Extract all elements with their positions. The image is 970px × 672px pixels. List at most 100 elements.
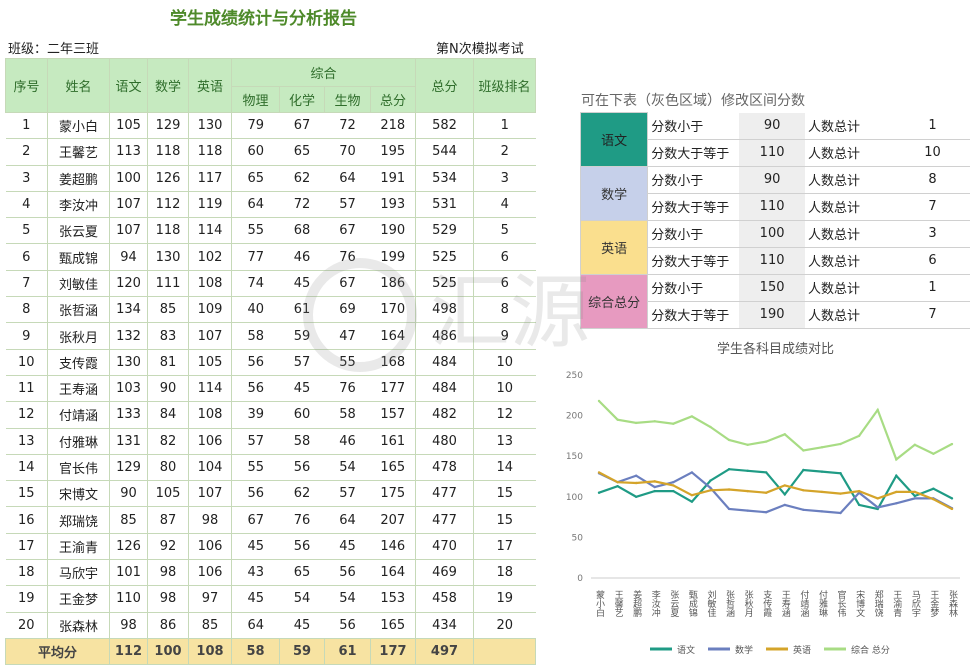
cell-chemistry[interactable]: 45 bbox=[279, 374, 325, 403]
cell-name[interactable]: 付靖涵 bbox=[47, 401, 110, 429]
cell-rank[interactable]: 2 bbox=[473, 138, 536, 166]
cell-rank[interactable]: 18 bbox=[473, 559, 536, 587]
cell-chinese[interactable]: 90 bbox=[109, 480, 148, 508]
cell-chinese[interactable]: 120 bbox=[109, 269, 148, 298]
range-value[interactable]: 90 bbox=[739, 112, 805, 140]
cell-combined-total[interactable]: 207 bbox=[370, 506, 416, 534]
cell-english[interactable]: 85 bbox=[188, 611, 232, 639]
cell-biology[interactable]: 56 bbox=[324, 559, 371, 587]
cell-chinese[interactable]: 107 bbox=[109, 217, 148, 245]
cell-english[interactable]: 107 bbox=[188, 480, 232, 508]
cell-physics[interactable]: 43 bbox=[231, 559, 280, 587]
cell-seq[interactable]: 8 bbox=[5, 296, 48, 324]
cell-biology[interactable]: 57 bbox=[324, 480, 371, 508]
cell-biology[interactable]: 57 bbox=[324, 190, 371, 219]
cell-english[interactable]: 114 bbox=[188, 217, 232, 245]
cell-seq[interactable]: 7 bbox=[5, 269, 48, 298]
cell-physics[interactable]: 74 bbox=[231, 269, 280, 298]
cell-seq[interactable]: 19 bbox=[5, 585, 48, 613]
range-value[interactable]: 190 bbox=[739, 301, 805, 329]
cell-total[interactable]: 480 bbox=[415, 427, 474, 455]
cell-biology[interactable]: 72 bbox=[324, 111, 371, 140]
cell-english[interactable]: 102 bbox=[188, 243, 232, 271]
cell-math[interactable]: 105 bbox=[147, 480, 189, 508]
cell-rank[interactable]: 20 bbox=[473, 611, 536, 639]
cell-total[interactable]: 458 bbox=[415, 585, 474, 613]
cell-chemistry[interactable]: 65 bbox=[279, 138, 325, 166]
avg-total[interactable]: 497 bbox=[415, 637, 474, 665]
cell-biology[interactable]: 64 bbox=[324, 506, 371, 534]
cell-biology[interactable]: 76 bbox=[324, 243, 371, 271]
avg-chinese[interactable]: 112 bbox=[109, 637, 148, 665]
cell-math[interactable]: 98 bbox=[147, 585, 189, 613]
cell-seq[interactable]: 4 bbox=[5, 190, 48, 219]
cell-total[interactable]: 469 bbox=[415, 559, 474, 587]
cell-math[interactable]: 81 bbox=[147, 348, 189, 376]
cell-math[interactable]: 118 bbox=[147, 217, 189, 245]
cell-rank[interactable]: 8 bbox=[473, 296, 536, 324]
cell-chinese[interactable]: 133 bbox=[109, 401, 148, 429]
cell-rank[interactable]: 13 bbox=[473, 427, 536, 455]
cell-chinese[interactable]: 134 bbox=[109, 296, 148, 324]
cell-chemistry[interactable]: 46 bbox=[279, 243, 325, 271]
cell-chemistry[interactable]: 58 bbox=[279, 427, 325, 455]
cell-seq[interactable]: 15 bbox=[5, 480, 48, 508]
cell-chinese[interactable]: 113 bbox=[109, 138, 148, 166]
cell-total[interactable]: 529 bbox=[415, 217, 474, 245]
cell-english[interactable]: 130 bbox=[188, 111, 232, 140]
cell-seq[interactable]: 6 bbox=[5, 243, 48, 271]
cell-biology[interactable]: 56 bbox=[324, 611, 371, 639]
cell-math[interactable]: 87 bbox=[147, 506, 189, 534]
avg-english[interactable]: 108 bbox=[188, 637, 232, 665]
range-value[interactable]: 110 bbox=[739, 247, 805, 275]
cell-seq[interactable]: 14 bbox=[5, 453, 48, 482]
cell-combined-total[interactable]: 193 bbox=[370, 190, 416, 219]
cell-chemistry[interactable]: 65 bbox=[279, 559, 325, 587]
cell-english[interactable]: 106 bbox=[188, 559, 232, 587]
cell-name[interactable]: 郑瑞饶 bbox=[47, 506, 110, 534]
cell-combined-total[interactable]: 177 bbox=[370, 374, 416, 403]
cell-rank[interactable]: 12 bbox=[473, 401, 536, 429]
cell-chemistry[interactable]: 61 bbox=[279, 296, 325, 324]
cell-english[interactable]: 108 bbox=[188, 401, 232, 429]
cell-english[interactable]: 107 bbox=[188, 322, 232, 350]
cell-biology[interactable]: 54 bbox=[324, 453, 371, 482]
cell-name[interactable]: 张森林 bbox=[47, 611, 110, 639]
cell-rank[interactable]: 19 bbox=[473, 585, 536, 613]
cell-physics[interactable]: 79 bbox=[231, 111, 280, 140]
cell-english[interactable]: 119 bbox=[188, 190, 232, 219]
cell-total[interactable]: 482 bbox=[415, 401, 474, 429]
cell-combined-total[interactable]: 199 bbox=[370, 243, 416, 271]
cell-chemistry[interactable]: 62 bbox=[279, 164, 325, 192]
cell-chemistry[interactable]: 76 bbox=[279, 506, 325, 534]
cell-name[interactable]: 支传霞 bbox=[47, 348, 110, 376]
cell-name[interactable]: 张秋月 bbox=[47, 322, 110, 350]
cell-chinese[interactable]: 101 bbox=[109, 559, 148, 587]
cell-chinese[interactable]: 131 bbox=[109, 427, 148, 455]
cell-chinese[interactable]: 132 bbox=[109, 322, 148, 350]
cell-total[interactable]: 544 bbox=[415, 138, 474, 166]
cell-total[interactable]: 531 bbox=[415, 190, 474, 219]
cell-chinese[interactable]: 98 bbox=[109, 611, 148, 639]
cell-math[interactable]: 118 bbox=[147, 138, 189, 166]
cell-math[interactable]: 86 bbox=[147, 611, 189, 639]
cell-seq[interactable]: 5 bbox=[5, 217, 48, 245]
cell-physics[interactable]: 57 bbox=[231, 427, 280, 455]
cell-rank[interactable]: 6 bbox=[473, 243, 536, 271]
cell-chemistry[interactable]: 72 bbox=[279, 190, 325, 219]
cell-seq[interactable]: 11 bbox=[5, 374, 48, 403]
cell-name[interactable]: 王金梦 bbox=[47, 585, 110, 613]
cell-seq[interactable]: 17 bbox=[5, 532, 48, 561]
cell-english[interactable]: 109 bbox=[188, 296, 232, 324]
cell-english[interactable]: 108 bbox=[188, 269, 232, 298]
cell-name[interactable]: 官长伟 bbox=[47, 453, 110, 482]
cell-chemistry[interactable]: 68 bbox=[279, 217, 325, 245]
cell-biology[interactable]: 70 bbox=[324, 138, 371, 166]
cell-math[interactable]: 92 bbox=[147, 532, 189, 561]
cell-chinese[interactable]: 94 bbox=[109, 243, 148, 271]
cell-chinese[interactable]: 85 bbox=[109, 506, 148, 534]
cell-physics[interactable]: 45 bbox=[231, 585, 280, 613]
cell-combined-total[interactable]: 165 bbox=[370, 611, 416, 639]
cell-total[interactable]: 477 bbox=[415, 480, 474, 508]
cell-math[interactable]: 90 bbox=[147, 374, 189, 403]
